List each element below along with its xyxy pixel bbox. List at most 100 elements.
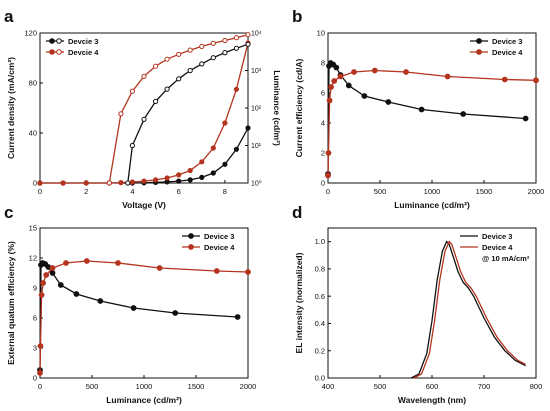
luminance-device4-point [245, 32, 251, 38]
current-density-device4-point [37, 180, 43, 186]
legend-label: Device 3 [204, 232, 234, 241]
luminance-device4-point [199, 43, 205, 50]
legend-label: Devcie 3 [68, 37, 98, 46]
luminance-device4-point [176, 51, 182, 57]
series-device3-point [234, 314, 241, 320]
series-device4-point [156, 265, 163, 271]
x-tick-label: 0 [38, 187, 42, 196]
luminance-device4-point [118, 111, 124, 117]
y-tick-label: 120 [24, 29, 37, 38]
x-axis-label: Wavelength (nm) [398, 395, 466, 405]
series-device4-point [444, 73, 451, 80]
x-tick-label: 500 [374, 382, 387, 391]
y2-axis-label: Luminance (cd/m²) [272, 70, 282, 146]
series-device4-line [39, 260, 249, 374]
x-tick-label: 1500 [476, 187, 493, 196]
series-device4-point [213, 268, 220, 274]
chart-panel-d: d 400 500 600 700 800 0.0 0.2 0.4 0.6 0.8 1.0 Wavele… [292, 203, 542, 405]
series-device4-point [49, 265, 56, 271]
series-device4-point [337, 73, 344, 80]
series-device4-point [328, 84, 335, 90]
x-axis-label: Voltage (V) [122, 200, 166, 210]
series-device3-point [130, 305, 137, 311]
y-axis-label: External quatum efficiency (%) [6, 241, 16, 365]
series-device4-point [351, 69, 357, 75]
y2-tick-label: 10² [251, 106, 262, 113]
series-device3-line [39, 262, 238, 371]
y-tick-label: 0 [33, 179, 37, 188]
legend-marker-hollow [56, 49, 62, 55]
luminance-device3-point [187, 67, 193, 74]
panel-letter: d [292, 203, 302, 222]
luminance-device3-point [125, 180, 131, 186]
current-density-device3-point [233, 146, 239, 152]
x-tick-label: 4 [130, 187, 134, 196]
luminance-device3-point [141, 116, 147, 122]
current-density-device3-point [222, 161, 228, 167]
current-density-device3-point [187, 177, 193, 183]
series-device4-point [40, 280, 46, 286]
y-tick-label: 0.8 [315, 265, 325, 274]
luminance-device4-point [153, 63, 159, 69]
series-device3-point [418, 106, 425, 113]
current-density-device3-point [176, 178, 182, 184]
luminance-device3-point [245, 41, 251, 47]
series-device3-point [385, 99, 392, 105]
y-tick-label: 80 [29, 79, 37, 88]
x-axis-label: Luminance (cd/m²) [394, 200, 470, 210]
series-device3-point [460, 111, 467, 117]
luminance-device3-point [129, 142, 135, 149]
legend-marker [188, 233, 194, 239]
y-tick-label: 0.0 [315, 374, 325, 383]
series-device3-point [345, 82, 352, 89]
series-device3-point [333, 64, 340, 71]
y-axis-label: Current density (mA/cm²) [6, 57, 16, 159]
chart-panel-c: c 0 500 1000 1500 2000 0 3 6 9 12 15 Luminance (cd/m… [4, 203, 256, 405]
current-density-device4-point [187, 167, 193, 174]
series-device4-point [501, 76, 508, 83]
series-device4-point [331, 78, 338, 84]
legend-label: Device 3 [492, 37, 522, 46]
y-axis-label: EL intensity (normalized) [294, 252, 304, 353]
luminance-device4-point [210, 40, 216, 46]
luminance-device4-point [141, 73, 147, 79]
series-device4-point [43, 272, 50, 278]
luminance-device3-point [199, 61, 205, 67]
series-device3-point [361, 93, 368, 99]
y-tick-label: 6 [321, 89, 325, 98]
series-device4-point [533, 77, 539, 84]
y-tick-label: 0.6 [315, 292, 325, 301]
series-device4-point [245, 269, 251, 275]
x-tick-label: 2 [84, 187, 88, 196]
current-density-device4-point [153, 177, 159, 183]
luminance-device3-point [153, 98, 159, 105]
luminance-device4-point [187, 47, 193, 53]
luminance-device3-point [176, 76, 182, 82]
series-device3-point [49, 270, 56, 276]
x-tick-label: 800 [530, 382, 543, 391]
y-tick-label: 0.4 [315, 319, 325, 328]
luminance-device4-point [129, 88, 135, 94]
series-device4-point [403, 69, 409, 75]
x-tick-label: 2000 [528, 187, 545, 196]
current-density-device4-point [60, 180, 66, 186]
series-device4-point [326, 97, 333, 104]
legend-label: Device 4 [482, 243, 513, 252]
luminance-device4-point [233, 35, 239, 41]
series-device4-line [413, 240, 526, 379]
series-device3-point [172, 310, 179, 316]
current-density-device4-point [118, 180, 124, 186]
series-device3-line [410, 240, 526, 379]
y2-tick-label: 10⁰ [251, 180, 262, 188]
series-device3-point [73, 291, 80, 297]
x-tick-label: 400 [322, 382, 335, 391]
y-tick-label: 8 [321, 59, 325, 68]
x-tick-label: 1000 [424, 187, 441, 196]
x-tick-label: 500 [86, 382, 99, 391]
x-tick-label: 1000 [136, 382, 153, 391]
x-tick-label: 6 [177, 187, 181, 196]
luminance-device4-point [222, 37, 228, 44]
series-device4-line [327, 69, 537, 176]
